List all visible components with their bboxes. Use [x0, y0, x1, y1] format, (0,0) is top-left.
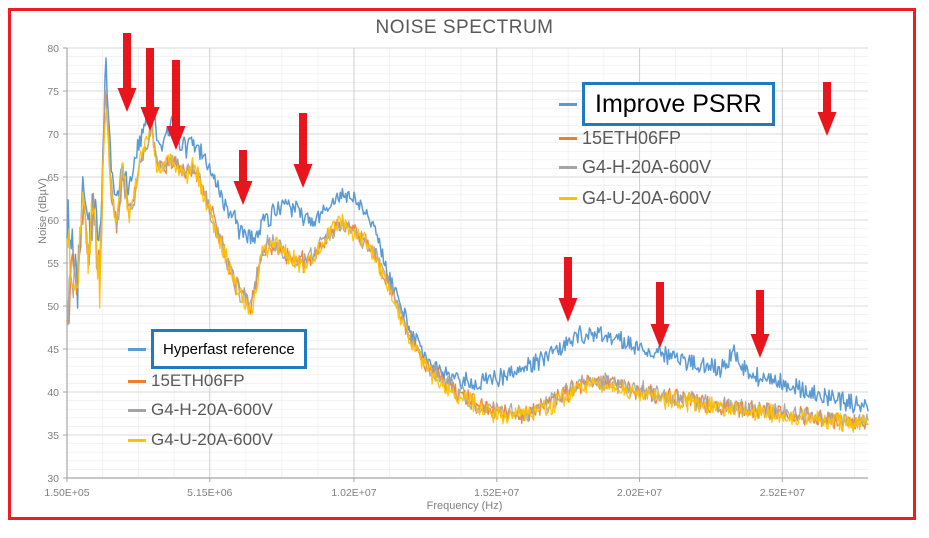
red-frame-border: [8, 8, 916, 520]
legend-top-row-2: G4-U-20A-600V: [559, 183, 828, 214]
legend-swatch-gray-2: [128, 408, 146, 412]
legend-bottom-label-1: G4-H-20A-600V: [151, 400, 273, 419]
svg-text:1.52E+07: 1.52E+07: [474, 487, 519, 499]
callout-improve-psrr-label: Improve PSRR: [595, 89, 762, 118]
svg-text:2.02E+07: 2.02E+07: [617, 487, 662, 499]
legend-bottom-row-callout: Hyperfast reference: [128, 329, 338, 369]
legend-swatch-orange: [559, 136, 577, 140]
legend-top-label-2: G4-U-20A-600V: [582, 188, 712, 208]
legend-bottom: Hyperfast reference 15ETH06FP G4-H-20A-6…: [128, 329, 338, 455]
svg-text:1.02E+07: 1.02E+07: [331, 487, 376, 499]
callout-improve-psrr: Improve PSRR: [582, 82, 775, 126]
legend-bottom-row-2: G4-U-20A-600V: [128, 425, 338, 455]
legend-swatch-blue: [559, 102, 577, 106]
page-title: NOISE SPECTRUM: [375, 17, 554, 38]
svg-text:75: 75: [47, 86, 59, 98]
svg-text:1.50E+05: 1.50E+05: [44, 487, 89, 499]
svg-text:2.52E+07: 2.52E+07: [760, 487, 805, 499]
legend-swatch-yellow: [559, 197, 577, 200]
legend-top-row-0: 15ETH06FP: [559, 124, 828, 152]
legend-top-row-1: G4-H-20A-600V: [559, 152, 828, 183]
legend-bottom-label-0: 15ETH06FP: [151, 371, 245, 390]
callout-hyperfast-reference: Hyperfast reference: [151, 329, 307, 369]
callout-hyperfast-reference-label: Hyperfast reference: [163, 340, 295, 358]
svg-text:5.15E+06: 5.15E+06: [187, 487, 232, 499]
legend-swatch-yellow-2: [128, 438, 146, 442]
legend-top-row-callout: Improve PSRR: [548, 82, 828, 126]
svg-text:35: 35: [47, 430, 59, 442]
legend-top-label-0: 15ETH06FP: [582, 127, 682, 148]
svg-text:40: 40: [47, 387, 59, 399]
legend-bottom-label-2: G4-U-20A-600V: [151, 430, 273, 449]
svg-text:80: 80: [47, 43, 59, 55]
x-axis-title: Frequency (Hz): [426, 500, 503, 512]
svg-text:50: 50: [47, 301, 59, 313]
legend-swatch-orange-2: [128, 379, 146, 383]
svg-text:30: 30: [47, 473, 59, 485]
legend-top: Improve PSRR 15ETH06FP G4-H-20A-600V G4-…: [548, 82, 828, 214]
legend-swatch-blue-2: [128, 347, 146, 351]
legend-bottom-row-1: G4-H-20A-600V: [128, 395, 338, 425]
svg-text:55: 55: [47, 258, 59, 270]
svg-text:45: 45: [47, 344, 59, 356]
legend-swatch-gray: [559, 166, 577, 169]
y-axis-title: Noise (dBµV): [37, 178, 49, 244]
legend-top-label-1: G4-H-20A-600V: [582, 157, 712, 177]
svg-text:65: 65: [47, 172, 59, 184]
svg-text:70: 70: [47, 129, 59, 141]
legend-bottom-row-0: 15ETH06FP: [128, 367, 338, 395]
svg-text:60: 60: [47, 215, 59, 227]
